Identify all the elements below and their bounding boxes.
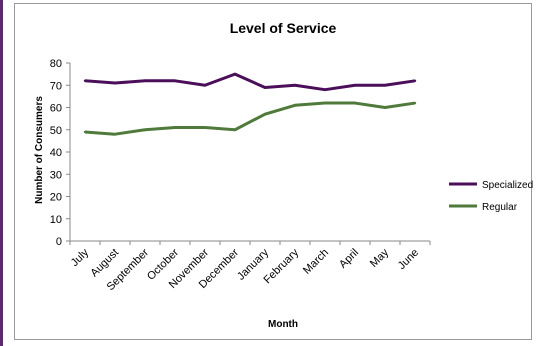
data-point [263, 112, 267, 116]
y-tick-label: 20 [50, 192, 62, 204]
data-point [293, 84, 297, 87]
legend-label: Specialized [482, 180, 533, 191]
data-point [203, 126, 207, 129]
data-point [353, 101, 357, 105]
y-tick-label: 10 [50, 214, 62, 226]
data-point [83, 130, 87, 134]
y-axis: 0 10 20 30 40 50 60 70 80 [50, 58, 71, 248]
data-point [83, 79, 87, 83]
x-tick-label: May [368, 246, 392, 270]
series-layer [83, 72, 417, 136]
data-point [413, 79, 417, 83]
y-tick-label: 70 [50, 80, 62, 92]
x-tick-label: July [69, 246, 92, 269]
data-point [323, 101, 327, 105]
y-tick-label: 50 [50, 125, 62, 137]
data-point [383, 106, 387, 109]
series-line-regular [84, 101, 416, 136]
data-point [113, 133, 117, 136]
chart-border [14, 3, 532, 340]
y-tick-label: 0 [56, 236, 62, 248]
chart-title: Level of Service [230, 20, 337, 36]
data-point [233, 72, 237, 76]
data-point [413, 101, 417, 105]
data-point [173, 79, 177, 83]
data-point [143, 128, 147, 131]
y-axis-title: Number of Consumers [34, 96, 45, 204]
data-point [173, 126, 177, 129]
data-point [293, 104, 297, 107]
data-point [323, 88, 327, 91]
data-point [233, 128, 237, 131]
data-point [113, 81, 117, 85]
data-point [203, 84, 207, 87]
y-tick-label: 80 [50, 58, 62, 70]
data-point [143, 79, 147, 83]
x-tick-label: March [301, 247, 331, 277]
legend-label: Regular [482, 202, 518, 213]
y-tick-label: 60 [50, 103, 62, 115]
data-point [263, 86, 267, 89]
left-accent-bar [0, 0, 3, 346]
x-tick-label: June [396, 247, 421, 272]
y-tick-label: 40 [50, 147, 62, 159]
x-tick-label: April [337, 247, 361, 271]
legend: Specialized Regular [449, 180, 533, 213]
y-tick-label: 30 [50, 169, 62, 181]
data-point [353, 84, 357, 87]
data-point [383, 84, 387, 87]
x-axis-title: Month [268, 319, 298, 330]
x-axis: JulyAugustSeptemberOctoberNovemberDecemb… [69, 240, 431, 293]
series-line-specialized [84, 72, 416, 92]
